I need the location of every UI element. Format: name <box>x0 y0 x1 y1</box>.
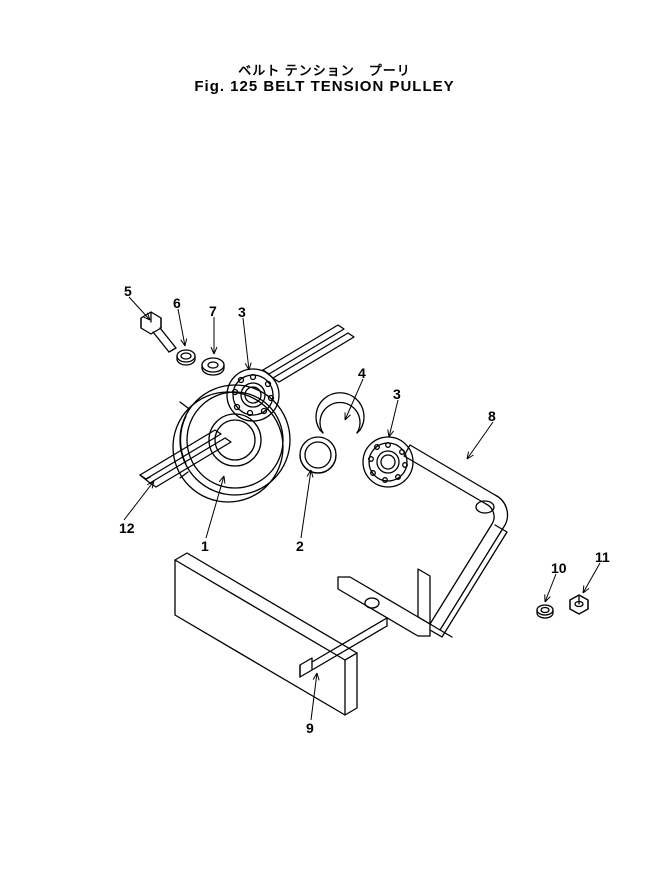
callout-4: 4 <box>358 365 366 381</box>
callout-2: 2 <box>296 538 304 554</box>
mount-plate <box>175 553 357 715</box>
part-spacer-ring <box>300 437 336 473</box>
exploded-diagram <box>0 0 649 871</box>
page: ベルト テンション プーリ Fig. 125 BELT TENSION PULL… <box>0 0 649 871</box>
callout-9: 9 <box>306 720 314 736</box>
part-snap-ring <box>316 393 364 433</box>
callout-12: 12 <box>119 520 135 536</box>
callout-6: 6 <box>173 295 181 311</box>
part-spring-washer-2 <box>537 605 553 618</box>
part-pulley <box>173 385 290 502</box>
callout-8: 8 <box>488 408 496 424</box>
callout-7: 7 <box>209 303 217 319</box>
callout-3: 3 <box>393 386 401 402</box>
part-flat-washer <box>202 358 224 375</box>
part-bearing-right <box>363 437 413 487</box>
callout-10: 10 <box>551 560 567 576</box>
part-nut <box>570 595 588 614</box>
callout-5: 5 <box>124 283 132 299</box>
callout-1: 1 <box>201 538 209 554</box>
part-spring-washer <box>177 350 195 365</box>
part-bracket <box>338 445 507 637</box>
callout-11: 11 <box>595 549 610 565</box>
callout-3: 3 <box>238 304 246 320</box>
